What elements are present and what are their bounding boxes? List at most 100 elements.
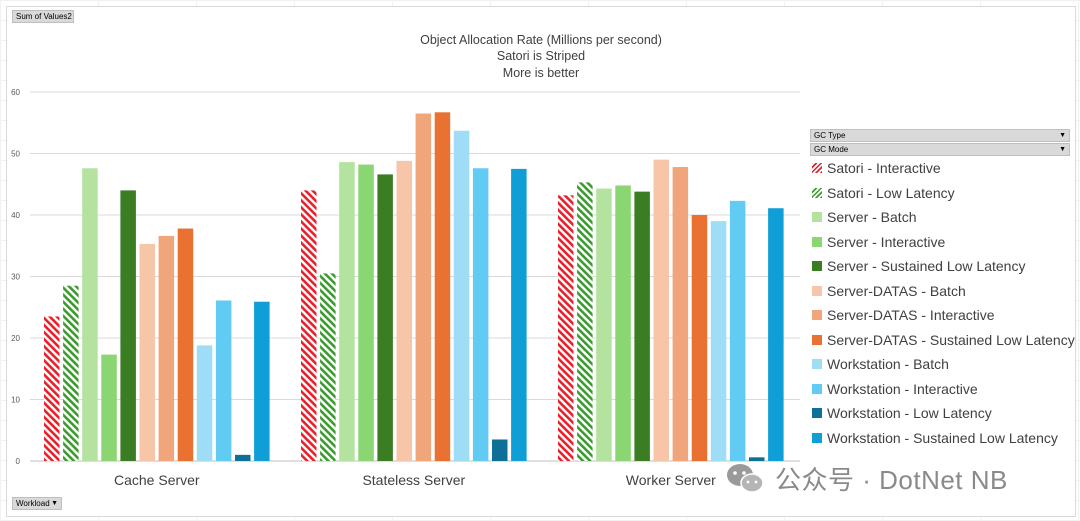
- legend-swatch: [812, 383, 822, 394]
- bar[interactable]: [472, 168, 489, 461]
- bar[interactable]: [511, 168, 527, 461]
- legend-field-label: GC Mode: [814, 145, 849, 154]
- bar[interactable]: [453, 130, 470, 461]
- legend-label: Satori - Low Latency: [827, 184, 955, 201]
- bars: [44, 112, 784, 462]
- bar[interactable]: [749, 457, 765, 461]
- watermark-text: 公众号 · DotNet NB: [775, 465, 1008, 495]
- bar[interactable]: [492, 439, 508, 461]
- bar[interactable]: [301, 190, 317, 461]
- chart-legend: Satori - Interactive Satori - Low Latency…: [812, 156, 1075, 451]
- axis-labels: 0 10 20 30 40 50 60 Cache Server Stateless Serve…: [11, 88, 716, 488]
- bar[interactable]: [396, 160, 413, 461]
- values-field-label: Sum of Values2: [16, 12, 72, 21]
- legend-item[interactable]: Server-DATAS - Sustained Low Latency: [812, 328, 1075, 353]
- bar[interactable]: [710, 221, 727, 461]
- legend-item[interactable]: Server - Interactive: [812, 230, 1074, 255]
- y-tick-label: 20: [11, 334, 20, 343]
- legend-swatch: [812, 285, 822, 296]
- bar[interactable]: [177, 228, 194, 461]
- bar[interactable]: [415, 113, 432, 462]
- bar[interactable]: [434, 112, 451, 462]
- bar[interactable]: [139, 243, 156, 461]
- bar[interactable]: [120, 190, 136, 461]
- bar[interactable]: [158, 235, 175, 461]
- bar[interactable]: [672, 167, 689, 461]
- legend-item[interactable]: Server-DATAS - Interactive: [812, 303, 1074, 328]
- legend-field-label: GC Type: [814, 131, 846, 140]
- x-category-label: Stateless Server: [362, 472, 465, 488]
- y-tick-label: 60: [11, 88, 20, 97]
- y-tick-label: 10: [11, 396, 20, 405]
- legend-label: Workstation - Low Latency: [827, 405, 992, 422]
- legend-item[interactable]: Workstation - Batch: [812, 352, 1074, 377]
- legend-field-button-gc-mode[interactable]: GC Mode ▼: [810, 143, 1070, 156]
- legend-item[interactable]: Server-DATAS - Batch: [812, 279, 1074, 304]
- bar[interactable]: [44, 316, 60, 461]
- legend-swatch: [812, 408, 822, 419]
- bar[interactable]: [768, 208, 784, 461]
- legend-item[interactable]: Server - Sustained Low Latency: [812, 254, 1074, 279]
- y-tick-label: 50: [11, 150, 20, 159]
- legend-swatch: [812, 212, 822, 223]
- legend-label: Workstation - Batch: [827, 356, 949, 373]
- axis-field-label: Workload: [16, 499, 50, 508]
- bar[interactable]: [634, 191, 650, 461]
- chevron-down-icon: ▼: [51, 500, 58, 507]
- chevron-down-icon: ▼: [1059, 132, 1066, 139]
- chart-title: Object Allocation Rate (Millions per sec…: [420, 33, 662, 47]
- legend-item[interactable]: Satori - Interactive: [812, 156, 1074, 181]
- legend-item[interactable]: Workstation - Sustained Low Latency: [812, 426, 1074, 451]
- bar[interactable]: [596, 188, 612, 461]
- legend-swatch: [812, 359, 822, 370]
- legend-label: Workstation - Sustained Low Latency: [827, 429, 1058, 446]
- bar[interactable]: [101, 354, 117, 461]
- legend-label: Server - Batch: [827, 209, 917, 226]
- bar[interactable]: [729, 200, 746, 462]
- bar[interactable]: [254, 301, 270, 461]
- bar[interactable]: [82, 168, 98, 461]
- legend-label: Server-DATAS - Sustained Low Latency: [827, 331, 1075, 348]
- bar[interactable]: [615, 185, 631, 462]
- bar[interactable]: [196, 345, 213, 461]
- legend-swatch: [812, 334, 822, 345]
- legend-item[interactable]: Workstation - Interactive: [812, 377, 1074, 402]
- legend-swatch: [812, 261, 822, 272]
- bar[interactable]: [358, 164, 374, 461]
- chart-subtitle-line-1: Satori is Striped: [497, 49, 585, 63]
- chevron-down-icon: ▼: [1059, 146, 1066, 153]
- bar[interactable]: [577, 182, 593, 461]
- bar[interactable]: [377, 174, 393, 461]
- bar[interactable]: [558, 195, 574, 461]
- legend-swatch: [812, 432, 822, 443]
- legend-label: Server-DATAS - Interactive: [827, 307, 995, 324]
- legend-item[interactable]: Satori - Low Latency: [812, 181, 1074, 206]
- legend-label: Server - Interactive: [827, 233, 946, 250]
- legend-swatch: [812, 187, 822, 198]
- bar[interactable]: [63, 285, 79, 461]
- legend-label: Server - Sustained Low Latency: [827, 258, 1026, 275]
- values-field-button[interactable]: Sum of Values2: [12, 10, 74, 23]
- watermark: 公众号 · DotNet NB: [725, 460, 1008, 497]
- bar[interactable]: [653, 159, 670, 461]
- x-category-label: Worker Server: [626, 472, 716, 488]
- legend-item[interactable]: Workstation - Low Latency: [812, 401, 1074, 426]
- wechat-icon: [727, 463, 764, 493]
- bar[interactable]: [235, 454, 251, 461]
- legend-label: Server-DATAS - Batch: [827, 282, 966, 299]
- x-category-label: Cache Server: [114, 472, 200, 488]
- legend-item[interactable]: Server - Batch: [812, 205, 1074, 230]
- axis-field-button[interactable]: Workload ▼: [12, 497, 62, 510]
- y-tick-label: 30: [11, 273, 20, 282]
- legend-swatch: [812, 236, 822, 247]
- bar[interactable]: [215, 300, 232, 461]
- legend-label: Satori - Interactive: [827, 160, 941, 177]
- bar[interactable]: [320, 273, 336, 461]
- bar[interactable]: [691, 215, 708, 461]
- bar[interactable]: [339, 162, 355, 462]
- legend-swatch: [812, 163, 822, 174]
- legend-label: Workstation - Interactive: [827, 380, 978, 397]
- legend-swatch: [812, 310, 822, 321]
- legend-field-button-gc-type[interactable]: GC Type ▼: [810, 129, 1070, 142]
